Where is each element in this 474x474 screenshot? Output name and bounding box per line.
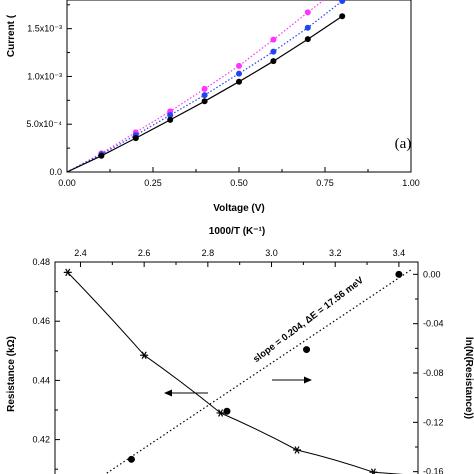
iv-series-1-point [201,85,208,92]
res-series-group [63,268,412,474]
res-left-tick-label: 0.48 [32,257,50,267]
iv-series-1-point [304,9,311,16]
res-left-tick-label: 0.46 [32,316,50,326]
res-top-tick-label: 3.0 [265,248,278,258]
res-top-tick-label: 3.4 [393,248,406,258]
res-right-tick-label: -0.04 [423,319,444,329]
resistance-point [140,351,149,360]
res-top-tick-labels: 2.4 2.6 2.8 3.0 3.2 3.4 [74,248,405,258]
iv-series-1-line [67,0,325,172]
resistance-point [216,409,225,417]
res-top-axis-label: 1000/T (K⁻¹) [209,226,265,237]
iv-series-3-point [236,78,242,85]
iv-series-3-point [270,58,277,65]
iv-series-2-point [339,0,346,4]
iv-series-2-point [270,48,277,55]
res-left-axis-label: Resistance (kΩ) [6,336,17,412]
iv-x-axis-label: Voltage (V) [213,203,264,214]
iv-x-tick-label: 0.75 [316,178,334,188]
res-right-tick-label: -0.16 [423,467,444,474]
resistance-point [369,468,378,474]
ln-resistance-point [395,270,403,278]
ln-resistance-point [127,455,135,463]
resistance-curve [67,272,404,474]
iv-series-3-point [201,98,208,105]
res-top-tick-label: 2.8 [202,248,215,258]
iv-x-tick-labels: 0.00 0.25 0.50 0.75 1.00 [58,178,420,188]
right-axis-arrow [272,376,312,384]
resistance-point [293,446,301,454]
res-top-tick-label: 3.2 [329,248,342,258]
resistance-chart: 1000/T (K⁻¹) Resistance (kΩ) ln(N(Resist… [6,226,474,474]
ln-resistance-point [223,407,231,415]
iv-x-tick-label: 1.00 [402,178,420,188]
iv-series-2-point [201,92,208,99]
iv-panel-label: (a) [395,136,412,152]
iv-ticks [66,4,412,173]
iv-x-tick-label: 0.25 [144,178,162,188]
resistance-point [63,268,72,277]
iv-chart: 0.0 5.0x10⁻⁴ 1.0x10⁻³ 1.5x10⁻³ 0.00 0.25 0.50… [6,0,420,214]
iv-x-tick-label: 0.50 [230,178,248,188]
res-right-tick-label: 0.00 [423,269,441,279]
iv-series-2-point [167,112,174,119]
res-plot-frame [54,261,419,474]
ln-resistance-fit-line [104,268,412,474]
iv-series-group [67,0,346,172]
iv-series-3-point [98,152,105,159]
iv-series-3-point [167,116,174,123]
iv-series-3-point [339,13,346,20]
iv-series-1-point [270,36,277,43]
res-left-tick-label: 0.42 [32,435,50,445]
iv-y-tick-label: 1.0x10⁻³ [27,71,62,81]
iv-y-tick-label: 1.5x10⁻³ [27,24,62,34]
res-right-tick-label: -0.08 [423,368,444,378]
iv-series-3-point [304,36,311,43]
res-right-tick-labels: 0.00 -0.04 -0.08 -0.12 -0.16 [423,269,444,474]
iv-y-tick-label: 5.0x10⁻⁴ [26,119,62,129]
res-top-tick-label: 2.4 [74,248,87,258]
iv-y-tick-label: 0.0 [49,167,62,177]
res-top-tick-label: 2.6 [138,248,151,258]
left-axis-arrow [164,389,208,397]
iv-x-tick-label: 0.00 [58,178,76,188]
ln-resistance-point [303,346,311,354]
iv-series-2-point [304,24,311,31]
res-left-tick-label: 0.44 [32,375,50,385]
iv-y-axis-label: Current ( [6,14,17,57]
iv-y-tick-labels: 0.0 5.0x10⁻⁴ 1.0x10⁻³ 1.5x10⁻³ [26,24,62,177]
iv-series-1-point [236,62,242,69]
iv-plot-frame [66,0,412,173]
res-right-axis-label: ln(N(Resistance)) [463,337,474,419]
res-left-tick-labels: 0.42 0.44 0.46 0.48 [32,257,50,445]
iv-series-2-point [236,70,242,77]
res-right-tick-label: -0.12 [423,417,444,427]
iv-series-3-point [132,135,139,142]
res-ticks [55,261,418,473]
